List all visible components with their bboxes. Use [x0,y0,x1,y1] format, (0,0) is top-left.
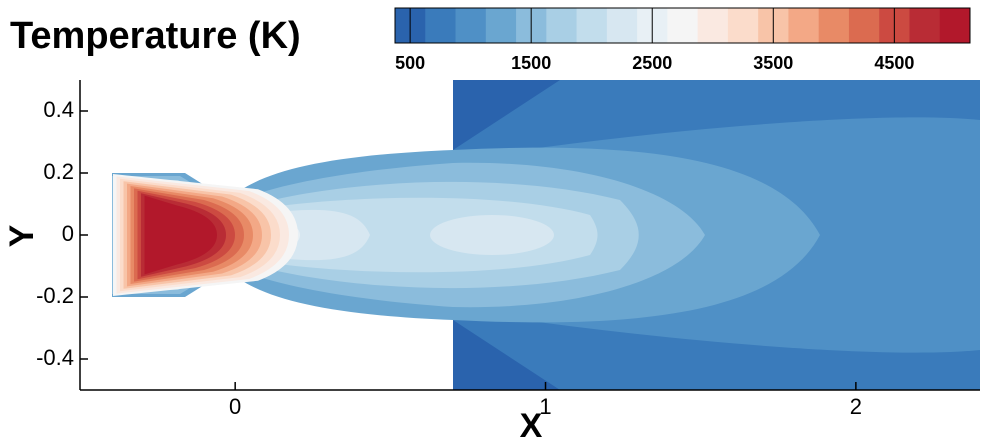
y-tick-label: 0 [62,221,74,246]
colorbar-tick-label: 2500 [632,53,672,73]
x-axis-label: X [520,407,543,445]
colorbar-band [425,8,457,43]
y-tick-label: -0.4 [36,345,74,370]
colorbar-tick-label: 3500 [753,53,793,73]
colorbar-tick-label: 4500 [874,53,914,73]
y-tick-label: 0.2 [43,159,74,184]
y-tick-label: 0.4 [43,97,74,122]
colorbar-band [697,8,729,43]
colorbar-band [455,8,487,43]
colorbar-band [546,8,578,43]
colorbar-band [909,8,941,43]
colorbar-frame [394,7,971,44]
y-axis-label: Y [3,224,41,247]
contour-band [144,195,217,275]
colorbar-band [818,8,850,43]
colorbar-band [485,8,517,43]
colorbar-band [606,8,638,43]
x-tick-label: 2 [850,394,862,419]
x-tick-label: 0 [229,394,241,419]
contour-field [112,80,980,390]
y-tick-label: -0.2 [36,283,74,308]
colorbar-band [848,8,880,43]
chart-title: Temperature (K) [10,15,301,57]
x-tick-label: 1 [539,394,551,419]
colorbar-band [788,8,820,43]
contour-band [430,215,554,255]
colorbar-band [576,8,608,43]
colorbar-band [727,8,759,43]
colorbar-band [939,8,971,43]
colorbar-tick-label: 500 [395,53,425,73]
colorbar-tick-label: 1500 [511,53,551,73]
colorbar-band [667,8,699,43]
